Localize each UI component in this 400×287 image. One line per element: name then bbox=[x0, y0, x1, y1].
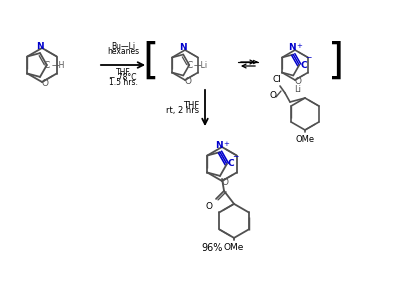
Text: C: C bbox=[300, 61, 307, 69]
Text: N: N bbox=[215, 141, 223, 150]
Text: 1.5 hrs.: 1.5 hrs. bbox=[108, 78, 138, 87]
Text: −: − bbox=[305, 53, 311, 62]
Text: C: C bbox=[186, 61, 192, 69]
Text: —Li: —Li bbox=[194, 61, 208, 69]
Text: THF: THF bbox=[183, 100, 199, 110]
Text: hexanes: hexanes bbox=[107, 47, 139, 56]
Text: O: O bbox=[184, 77, 191, 86]
Text: O: O bbox=[41, 79, 48, 88]
Text: ]: ] bbox=[328, 41, 344, 83]
Text: Cl: Cl bbox=[272, 75, 282, 84]
Text: Bu—Li: Bu—Li bbox=[111, 42, 135, 51]
Text: Li: Li bbox=[294, 86, 301, 94]
Text: [: [ bbox=[142, 41, 158, 83]
Text: N: N bbox=[288, 43, 296, 52]
Text: − 78°C: − 78°C bbox=[109, 73, 137, 82]
Text: O: O bbox=[205, 202, 212, 211]
Text: N: N bbox=[36, 42, 44, 51]
Text: O: O bbox=[294, 77, 301, 86]
Text: OMe: OMe bbox=[296, 135, 314, 144]
Text: 96%: 96% bbox=[201, 243, 223, 253]
Text: +: + bbox=[224, 141, 230, 147]
Text: N: N bbox=[180, 43, 187, 52]
Text: OMe: OMe bbox=[224, 243, 244, 252]
Text: THF: THF bbox=[116, 68, 130, 77]
Text: +: + bbox=[297, 43, 303, 49]
Text: O: O bbox=[270, 92, 277, 100]
Text: O: O bbox=[221, 178, 228, 187]
Text: —H: —H bbox=[51, 61, 65, 69]
Text: C: C bbox=[228, 160, 234, 168]
Text: rt, 2 hrs: rt, 2 hrs bbox=[166, 106, 199, 115]
Text: −: − bbox=[232, 152, 239, 161]
Text: C: C bbox=[44, 61, 50, 69]
